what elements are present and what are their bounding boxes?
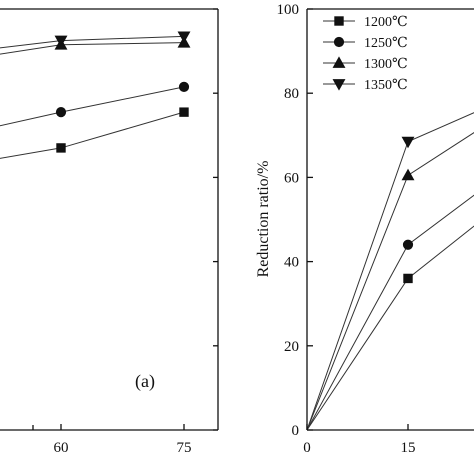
panel-b-data-point [401, 168, 415, 181]
legend-entry-label: 1250℃ [364, 36, 408, 51]
panel-a-data-point [177, 31, 191, 43]
panel-a-x-tick-label: 60 [54, 440, 69, 456]
panel-b-data-point [401, 136, 415, 149]
panel-a-series-line [0, 111, 185, 159]
legend-marker [332, 56, 346, 68]
panel-b-y-tick-label: 80 [284, 86, 299, 102]
panel-a-x-tick-label: 75 [177, 440, 192, 456]
legend-entry-label: 1200℃ [364, 15, 408, 30]
legend-marker [333, 36, 345, 48]
panel-a-data-point [56, 143, 66, 153]
panel-b-axes: 0 20 40 60 80 100 0 15 [277, 2, 474, 456]
panel-a-data-point [54, 35, 68, 48]
panel-b-data-point [403, 273, 413, 284]
panel-b-series-lines [306, 112, 474, 431]
panel-a-series-line [0, 35, 185, 49]
panel-a-series-lines [0, 35, 185, 159]
panel-b-data-point [402, 239, 414, 250]
panel-a-series-line [0, 42, 185, 55]
legend-marker [332, 79, 346, 91]
panel-b-y-tick-label: 20 [284, 339, 299, 355]
panel-b-series-line [306, 112, 474, 431]
panel-b-y-tick-label: 0 [292, 423, 300, 439]
panel-b-series-line [306, 225, 474, 431]
panel-a-markers [54, 31, 191, 153]
panel-b-y-tick-label: 40 [284, 255, 299, 271]
panel-b-y-tick-label: 100 [277, 2, 300, 18]
panel-b-x-tick-label: 15 [401, 440, 416, 456]
panel-a-series-line [0, 86, 185, 127]
panel-b-y-tick-label: 60 [284, 170, 299, 186]
panel-a-axes: 60 75 [0, 8, 219, 456]
panel-a-label: (a) [135, 371, 155, 392]
legend-entry-label: 1350℃ [364, 78, 408, 93]
panel-b-series-line [306, 194, 474, 431]
legend-marker [334, 16, 344, 26]
panel-b-markers [401, 136, 415, 284]
panel-a-data-point [178, 81, 190, 92]
legend-entry-label: 1300℃ [364, 57, 408, 72]
panel-b-legend: 1200℃ 1250℃ 1300℃ 1350℃ [323, 15, 408, 93]
panel-b-series-line [306, 132, 474, 431]
panel-a-data-point [55, 107, 67, 118]
panel-b-y-axis-label: Reduction ratio/% [255, 161, 272, 278]
panel-b-x-tick-label: 0 [303, 440, 311, 456]
panel-a: 60 75 (a) [0, 8, 219, 456]
panel-a-data-point [179, 107, 189, 117]
